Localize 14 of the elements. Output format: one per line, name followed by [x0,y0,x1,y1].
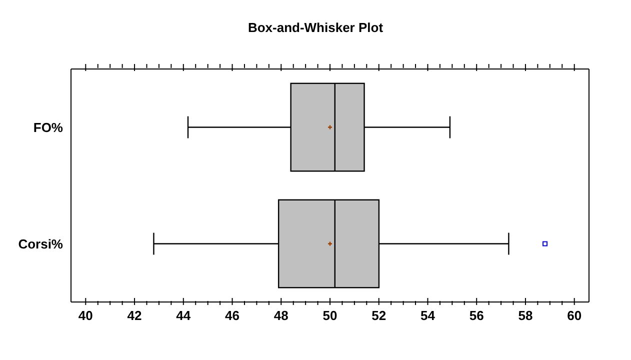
x-tick-label: 52 [372,308,386,323]
x-tick-label: 48 [274,308,288,323]
x-tick-label: 42 [127,308,142,323]
x-tick-label: 50 [322,308,338,323]
x-tick-label: 58 [518,308,533,323]
x-tick-label: 56 [469,308,484,323]
x-tick-label: 54 [420,308,436,323]
x-tick-label: 40 [78,308,93,323]
y-tick-label: FO% [33,120,64,135]
chart-title: Box-and-Whisker Plot [246,20,384,35]
x-tick-label: 44 [176,308,192,323]
y-tick-label: Corsi% [18,236,64,252]
x-tick-label: 60 [567,308,582,323]
x-tick-label: 46 [225,308,240,323]
